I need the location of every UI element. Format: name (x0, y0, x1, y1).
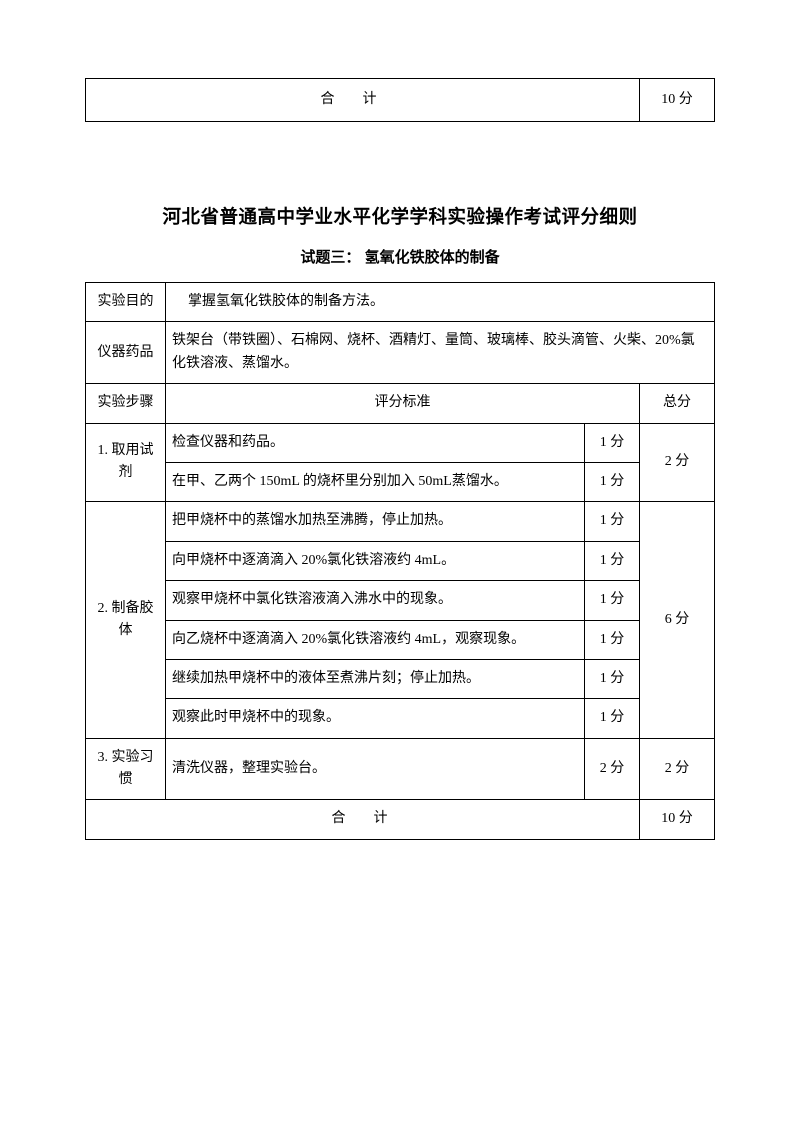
purpose-text: 掌握氢氧化铁胶体的制备方法。 (166, 282, 715, 321)
step2a-pts: 1 分 (585, 502, 640, 541)
total-header: 总分 (640, 384, 715, 423)
table-row: 在甲、乙两个 150mL 的烧杯里分别加入 50mL蒸馏水。 1 分 (86, 462, 715, 501)
step2f-pts: 1 分 (585, 699, 640, 738)
step1b-pts: 1 分 (585, 462, 640, 501)
step3-label: 3. 实验习惯 (86, 738, 166, 800)
page-subtitle: 试题三： 氢氧化铁胶体的制备 (85, 246, 715, 270)
equip-text: 铁架台（带铁圈）、石棉网、烧杯、酒精灯、量筒、玻璃棒、胶头滴管、火柴、20%氯化… (166, 322, 715, 384)
table-row: 向甲烧杯中逐滴滴入 20%氯化铁溶液约 4mL。 1 分 (86, 541, 715, 580)
step-header: 实验步骤 (86, 384, 166, 423)
step2b-pts: 1 分 (585, 541, 640, 580)
table-row: 向乙烧杯中逐滴滴入 20%氯化铁溶液约 4mL，观察现象。 1 分 (86, 620, 715, 659)
step1a-pts: 1 分 (585, 423, 640, 462)
step3-total: 2 分 (640, 738, 715, 800)
step1-label: 1. 取用试剂 (86, 423, 166, 502)
step3a-text: 清洗仪器，整理实验台。 (166, 738, 585, 800)
step1-total: 2 分 (640, 423, 715, 502)
table-row: 实验目的 掌握氢氧化铁胶体的制备方法。 (86, 282, 715, 321)
table-row: 继续加热甲烧杯中的液体至煮沸片刻；停止加热。 1 分 (86, 659, 715, 698)
table-row: 观察此时甲烧杯中的现象。 1 分 (86, 699, 715, 738)
total-top-table: 合计 10 分 (85, 78, 715, 122)
step2e-pts: 1 分 (585, 659, 640, 698)
step2c-pts: 1 分 (585, 581, 640, 620)
table-row: 2. 制备胶体 把甲烧杯中的蒸馏水加热至沸腾，停止加热。 1 分 6 分 (86, 502, 715, 541)
table-row: 合计 10 分 (86, 800, 715, 839)
rubric-table: 实验目的 掌握氢氧化铁胶体的制备方法。 仪器药品 铁架台（带铁圈）、石棉网、烧杯… (85, 282, 715, 840)
step2a-text: 把甲烧杯中的蒸馏水加热至沸腾，停止加热。 (166, 502, 585, 541)
step3a-pts: 2 分 (585, 738, 640, 800)
table-row: 观察甲烧杯中氯化铁溶液滴入沸水中的现象。 1 分 (86, 581, 715, 620)
step2e-text: 继续加热甲烧杯中的液体至煮沸片刻；停止加热。 (166, 659, 585, 698)
step2-label: 2. 制备胶体 (86, 502, 166, 738)
step2c-text: 观察甲烧杯中氯化铁溶液滴入沸水中的现象。 (166, 581, 585, 620)
heji-score-bottom: 10 分 (640, 800, 715, 839)
table-row: 3. 实验习惯 清洗仪器，整理实验台。 2 分 2 分 (86, 738, 715, 800)
step2d-pts: 1 分 (585, 620, 640, 659)
heji-label-bottom: 合计 (86, 800, 640, 839)
step2-total: 6 分 (640, 502, 715, 738)
step2b-text: 向甲烧杯中逐滴滴入 20%氯化铁溶液约 4mL。 (166, 541, 585, 580)
step1b-text: 在甲、乙两个 150mL 的烧杯里分别加入 50mL蒸馏水。 (166, 462, 585, 501)
purpose-label: 实验目的 (86, 282, 166, 321)
heji-label: 合计 (86, 79, 640, 122)
table-row: 仪器药品 铁架台（带铁圈）、石棉网、烧杯、酒精灯、量筒、玻璃棒、胶头滴管、火柴、… (86, 322, 715, 384)
step1a-text: 检查仪器和药品。 (166, 423, 585, 462)
criteria-header: 评分标准 (166, 384, 640, 423)
step2f-text: 观察此时甲烧杯中的现象。 (166, 699, 585, 738)
heji-score: 10 分 (640, 79, 715, 122)
step2d-text: 向乙烧杯中逐滴滴入 20%氯化铁溶液约 4mL，观察现象。 (166, 620, 585, 659)
page-title: 河北省普通高中学业水平化学学科实验操作考试评分细则 (85, 202, 715, 232)
equip-label: 仪器药品 (86, 322, 166, 384)
table-row: 1. 取用试剂 检查仪器和药品。 1 分 2 分 (86, 423, 715, 462)
table-row: 实验步骤 评分标准 总分 (86, 384, 715, 423)
